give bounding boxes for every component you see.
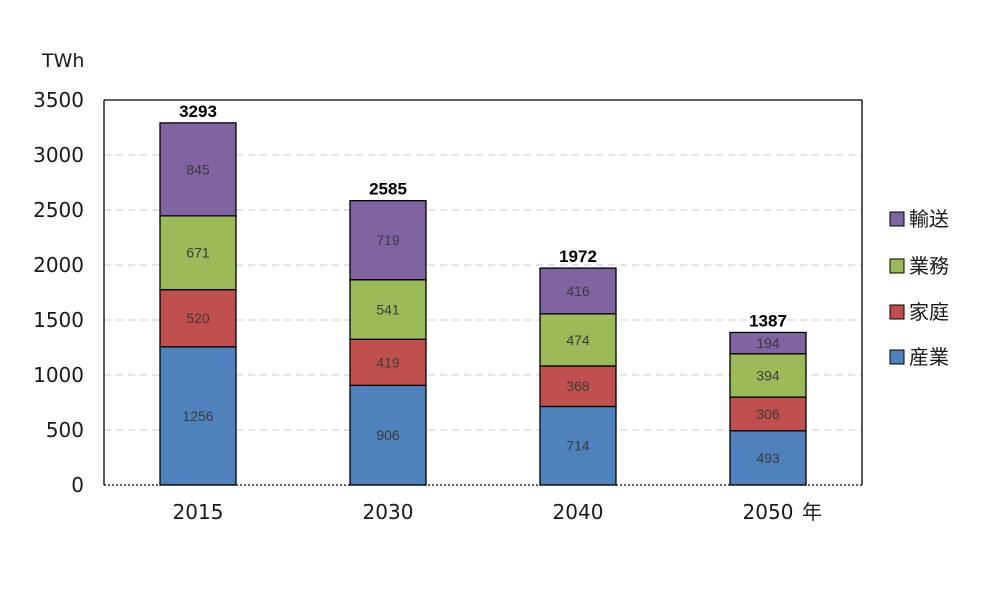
total-value-label: 3293 xyxy=(179,102,217,121)
segment-value-label: 493 xyxy=(756,450,780,466)
y-tick-label: 2000 xyxy=(33,253,84,277)
y-tick-label: 3000 xyxy=(33,143,84,167)
segment-value-label: 541 xyxy=(376,301,400,317)
y-tick-label: 1500 xyxy=(33,308,84,332)
y-axis-unit-label: TWh xyxy=(41,50,84,72)
total-value-label: 1972 xyxy=(559,247,597,266)
legend-swatch xyxy=(889,304,905,320)
bar-segment xyxy=(349,384,427,486)
bar-segment xyxy=(539,267,617,315)
legend-swatch xyxy=(889,258,905,274)
x-tick-label: 2040 xyxy=(553,500,604,524)
legend-label: 産業 xyxy=(909,345,949,369)
axes: TWh 0 500 1000 1500 2000 2500 3000 3500 2015 2030… xyxy=(33,50,863,524)
segment-value-label: 714 xyxy=(566,438,590,454)
segment-value-label: 306 xyxy=(756,406,780,422)
bar-segment xyxy=(159,288,237,348)
x-tick-label: 2050 xyxy=(743,500,794,524)
bars: 1256 520 671 845 3293 906 419 541 719 2585 714 368 4… xyxy=(159,102,807,486)
y-tick-label: 3500 xyxy=(33,88,84,112)
segment-value-label: 474 xyxy=(566,332,590,348)
segment-value-label: 671 xyxy=(186,245,210,261)
bar-segment xyxy=(539,405,617,486)
y-tick-label: 1000 xyxy=(33,363,84,387)
legend-label: 家庭 xyxy=(909,300,949,324)
legend-label: 輸送 xyxy=(909,207,949,231)
bar-segment xyxy=(539,313,617,367)
segment-value-label: 719 xyxy=(376,232,400,248)
segment-value-label: 394 xyxy=(756,367,780,383)
bar-segment xyxy=(729,353,807,398)
total-value-label: 2585 xyxy=(369,180,407,199)
y-tick-label: 500 xyxy=(46,418,84,442)
total-value-label: 1387 xyxy=(749,311,787,330)
bar-segment xyxy=(159,122,237,217)
segment-value-label: 419 xyxy=(376,354,400,370)
legend-swatch xyxy=(889,211,905,227)
segment-value-label: 906 xyxy=(376,427,400,443)
segment-value-label: 416 xyxy=(566,283,590,299)
bar-segment xyxy=(349,338,427,386)
segment-value-label: 1256 xyxy=(182,408,213,424)
segment-value-label: 845 xyxy=(186,161,210,177)
bar-segment xyxy=(349,279,427,340)
x-tick-label: 2015 xyxy=(173,500,224,524)
segment-value-label: 368 xyxy=(566,378,590,394)
y-tick-label: 0 xyxy=(71,473,84,497)
legend-swatch xyxy=(889,349,905,365)
legend-label: 業務 xyxy=(909,254,949,278)
segment-value-label: 520 xyxy=(186,310,210,326)
x-tick-label: 2030 xyxy=(363,500,414,524)
y-tick-label: 2500 xyxy=(33,198,84,222)
x-axis-unit-label: 年 xyxy=(802,500,822,524)
segment-value-label: 194 xyxy=(756,335,780,351)
bar-segment xyxy=(159,346,237,486)
bar-segment xyxy=(349,199,427,281)
bar-segment xyxy=(729,331,807,355)
